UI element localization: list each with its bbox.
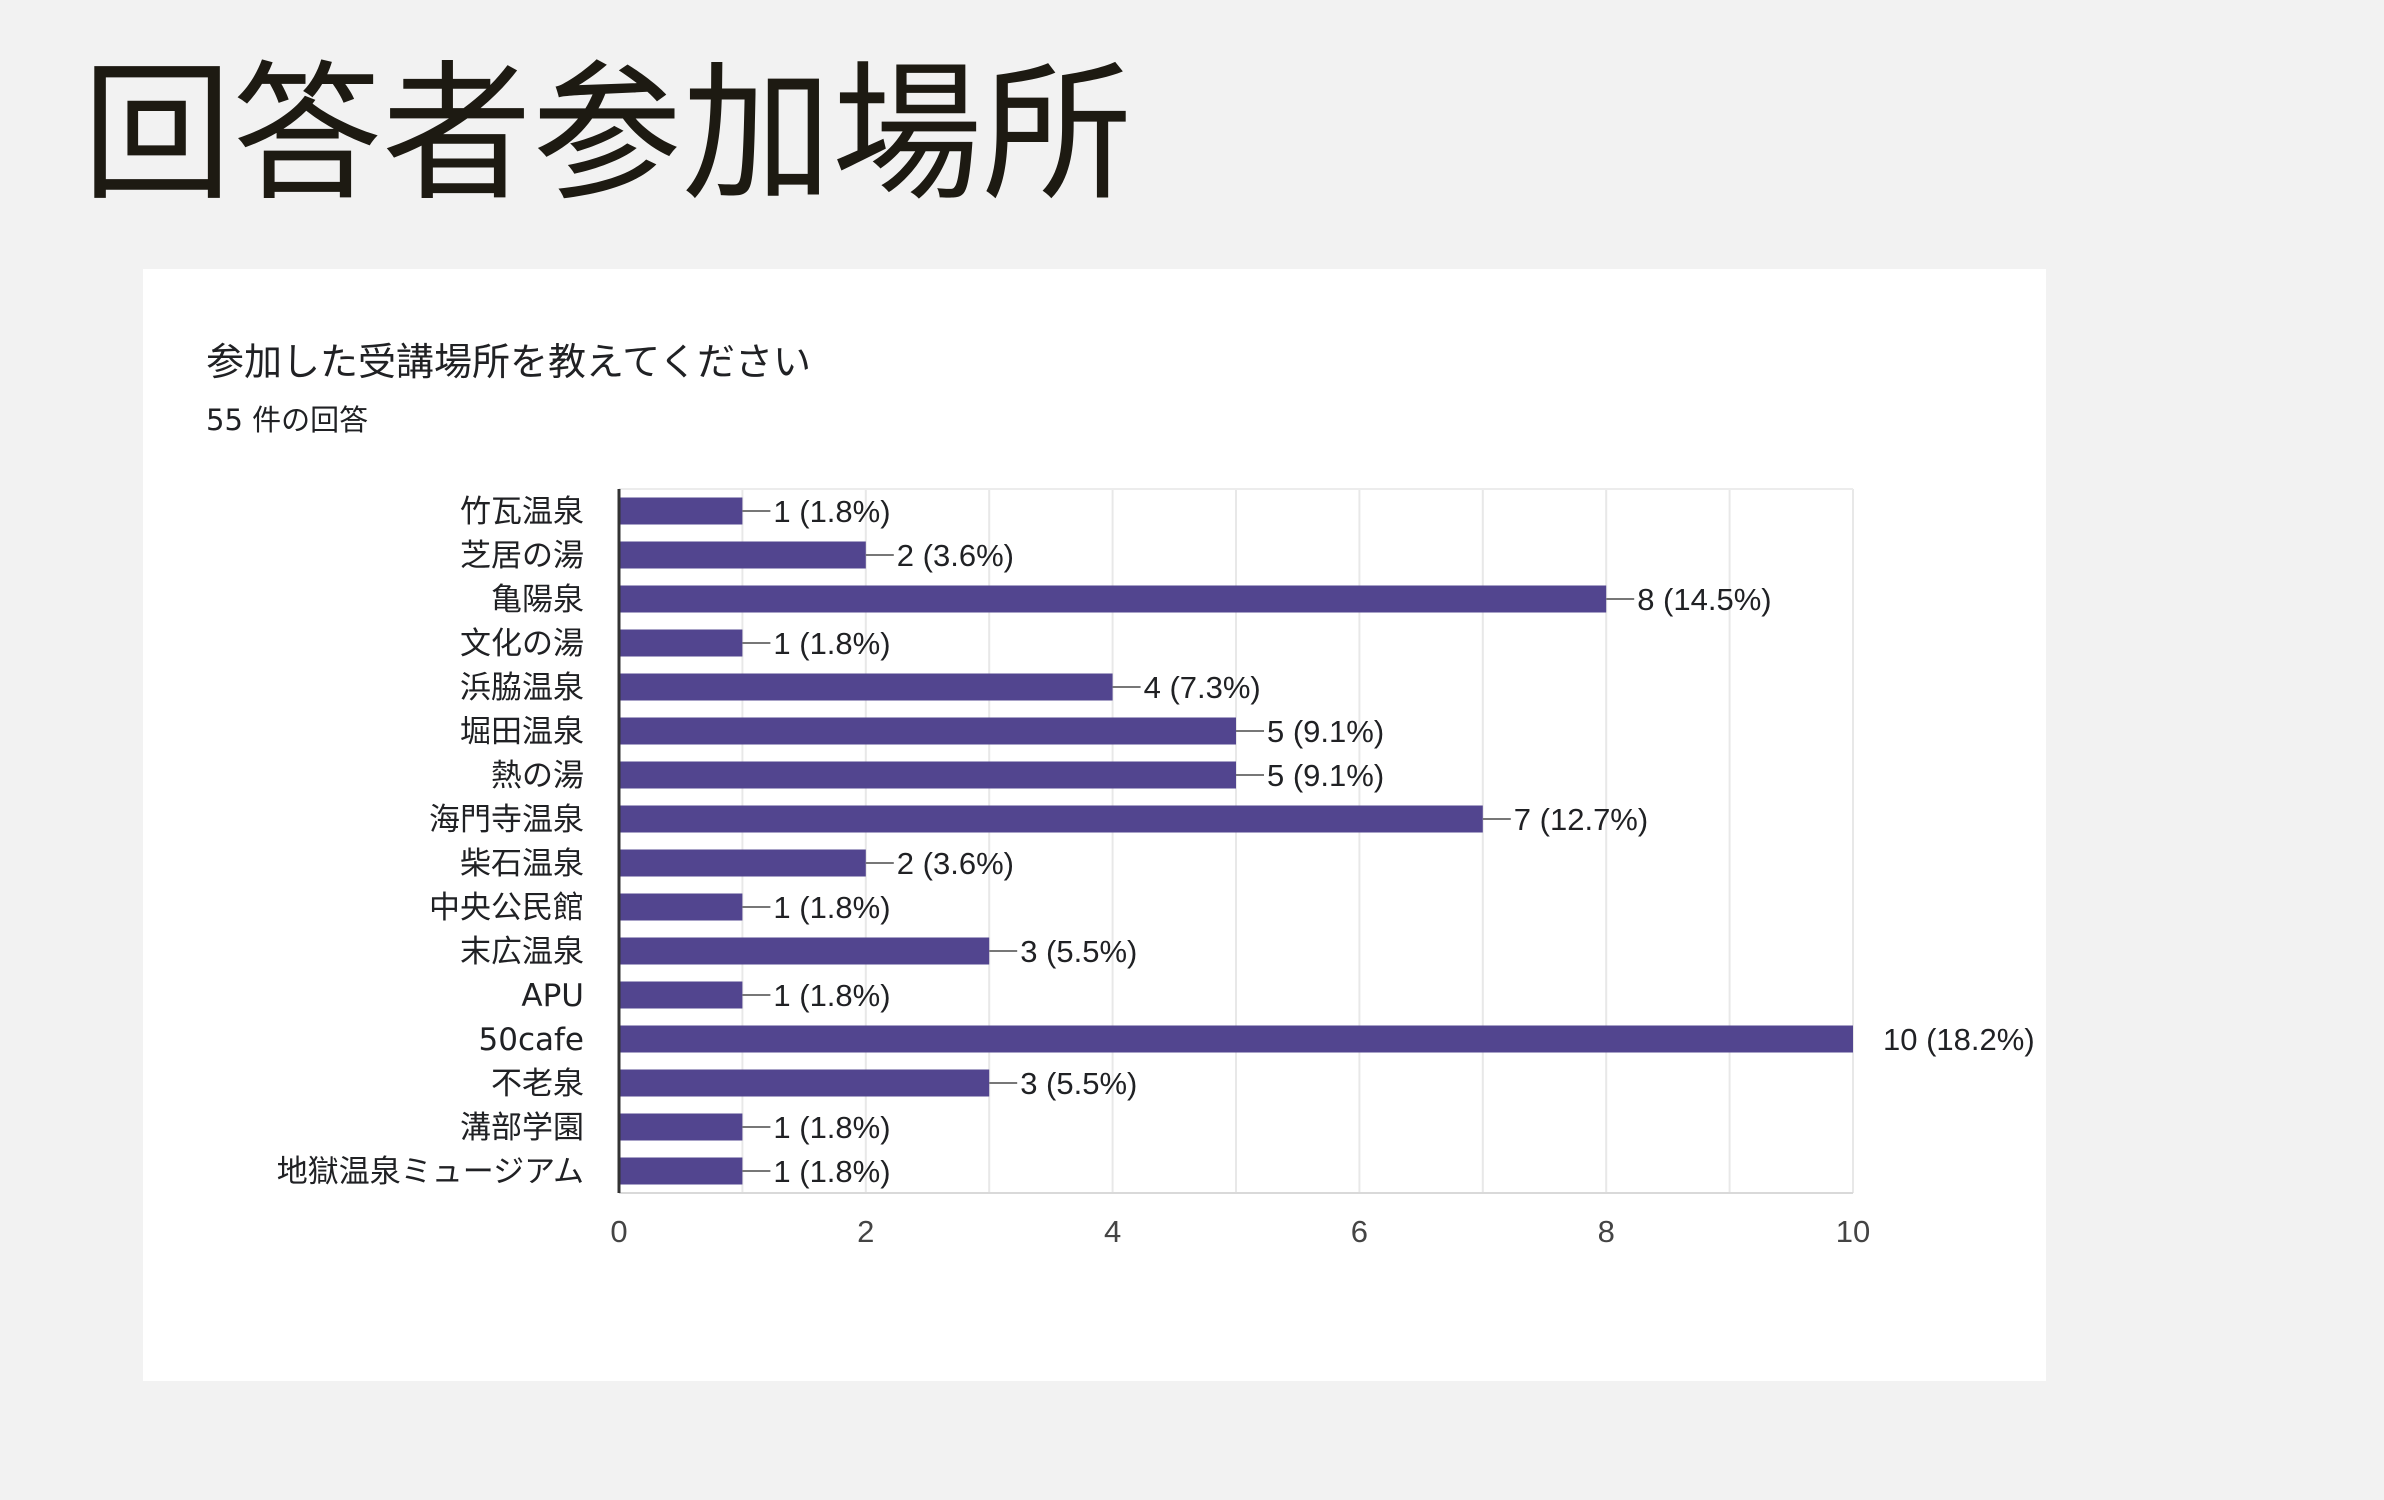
data-label: 1 (1.8%)	[773, 978, 890, 1013]
data-label: 7 (12.7%)	[1514, 802, 1648, 837]
category-label: 竹瓦温泉	[460, 494, 584, 530]
data-label: 3 (5.5%)	[1020, 1066, 1137, 1101]
x-tick-label: 6	[1351, 1214, 1368, 1249]
category-label: 芝居の湯	[460, 538, 584, 574]
category-label: 熱の湯	[491, 758, 584, 794]
category-label: 亀陽泉	[491, 582, 584, 618]
bar	[619, 541, 866, 569]
bar	[619, 937, 990, 965]
bar	[619, 673, 1113, 701]
bar	[619, 629, 743, 657]
data-label: 1 (1.8%)	[773, 1154, 890, 1189]
x-tick-label: 10	[1836, 1214, 1870, 1249]
data-label: 8 (14.5%)	[1637, 582, 1771, 617]
bar	[619, 497, 743, 525]
category-label: 中央公民館	[429, 890, 584, 926]
category-label: 末広温泉	[460, 934, 584, 970]
x-tick-label: 0	[610, 1214, 627, 1249]
category-label: 堀田温泉	[460, 714, 584, 750]
bar	[619, 1113, 743, 1141]
category-label: 50cafe	[479, 1022, 584, 1058]
category-label: 浜脇温泉	[460, 670, 584, 706]
x-tick-label: 2	[857, 1214, 874, 1249]
bar	[619, 717, 1236, 745]
category-label: APU	[521, 978, 584, 1014]
data-label: 5 (9.1%)	[1267, 758, 1384, 793]
data-label: 2 (3.6%)	[897, 538, 1014, 573]
x-tick-label: 4	[1104, 1214, 1121, 1249]
data-label: 5 (9.1%)	[1267, 714, 1384, 749]
bar	[619, 849, 866, 877]
category-label: 地獄温泉ミュージアム	[277, 1154, 584, 1190]
bar	[619, 981, 743, 1009]
data-label: 1 (1.8%)	[773, 626, 890, 661]
data-label: 3 (5.5%)	[1020, 934, 1137, 969]
bar	[619, 1069, 990, 1097]
bar	[619, 585, 1607, 613]
data-label: 10 (18.2%)	[1883, 1022, 2035, 1057]
bar	[619, 1025, 1853, 1053]
data-label: 1 (1.8%)	[773, 890, 890, 925]
bar	[619, 761, 1236, 789]
category-label: 不老泉	[491, 1066, 584, 1102]
data-label: 2 (3.6%)	[897, 846, 1014, 881]
category-label: 溝部学園	[460, 1110, 584, 1146]
x-tick-label: 8	[1598, 1214, 1615, 1249]
category-label: 文化の湯	[460, 626, 584, 662]
response-count: 55 件の回答	[206, 403, 369, 437]
question-title: 参加した受講場所を教えてください	[206, 340, 811, 384]
bar	[619, 805, 1483, 833]
data-label: 1 (1.8%)	[773, 1110, 890, 1145]
data-label: 4 (7.3%)	[1144, 670, 1261, 705]
bar	[619, 893, 743, 921]
data-label: 1 (1.8%)	[773, 494, 890, 529]
category-label: 柴石温泉	[460, 846, 584, 882]
slide-title: 回答者参加場所	[82, 48, 1133, 222]
bar	[619, 1157, 743, 1185]
category-label: 海門寺温泉	[429, 802, 584, 838]
